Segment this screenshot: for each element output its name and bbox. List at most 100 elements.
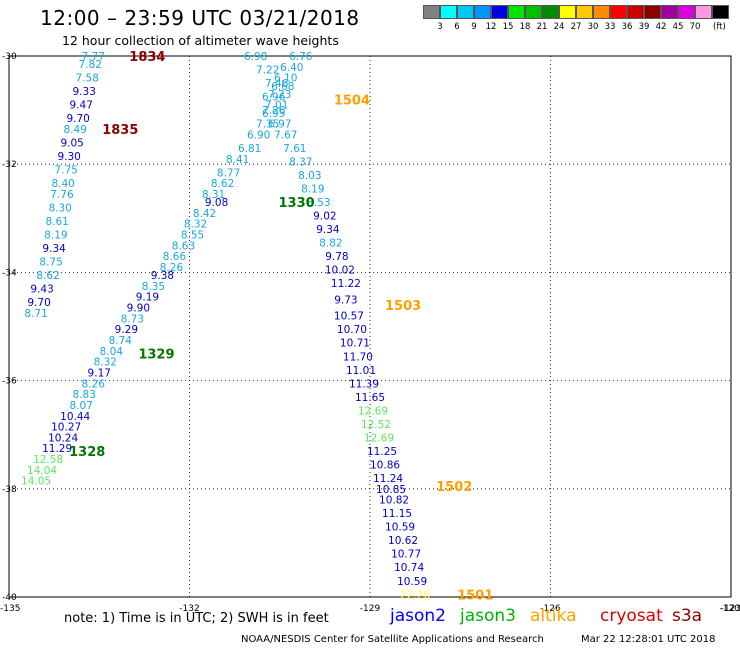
- wave-height-value: 11.22: [331, 278, 361, 290]
- wave-height-value: 8.40: [51, 178, 74, 190]
- lon-tick-label: -126: [540, 604, 561, 614]
- legend-label: 21: [536, 22, 548, 32]
- legend-swatch: [627, 5, 644, 19]
- wave-height-value: 8.53: [307, 197, 330, 209]
- wave-height-value: 11.70: [343, 351, 373, 363]
- legend-label: 12: [485, 22, 497, 32]
- wave-height-value: 8.32: [94, 357, 117, 369]
- wave-height-value: 10.02: [325, 265, 355, 277]
- lat-tick-label: -32: [2, 160, 17, 170]
- wave-height-value: 12.69: [364, 432, 394, 444]
- legend-swatch: [525, 5, 542, 19]
- wave-height-value: 8.62: [36, 270, 59, 282]
- legend-swatch: [542, 5, 559, 19]
- wave-height-value: 6.96: [262, 92, 286, 104]
- page-subtitle: 12 hour collection of altimeter wave hei…: [62, 33, 339, 48]
- wave-height-value: 8.63: [172, 240, 195, 252]
- wave-height-value: 7.26: [262, 105, 286, 117]
- wave-height-value: 7.82: [79, 59, 102, 71]
- lat-tick-label: -40: [2, 593, 17, 603]
- track-time-label: 1329: [138, 348, 174, 363]
- wave-height-value: 10.24: [48, 432, 78, 444]
- wave-height-value: 11.15: [382, 508, 412, 520]
- wave-height-value: 10.27: [51, 422, 81, 434]
- legend-swatch: [695, 5, 712, 19]
- legend-label: 3: [437, 22, 443, 32]
- legend-swatch: [712, 5, 729, 19]
- wave-height-value: 8.03: [298, 170, 321, 182]
- track-time-label: 1503: [385, 299, 421, 314]
- wave-height-value: 9.29: [115, 324, 138, 336]
- wave-height-value: 7.61: [283, 143, 306, 155]
- legend-unit: (ft): [713, 22, 726, 32]
- credit-line: NOAA/NESDIS Center for Satellite Applica…: [241, 634, 544, 645]
- wave-height-value: 9.90: [127, 303, 150, 315]
- wave-height-value: 6.95: [262, 108, 285, 120]
- satellite-name: jason2: [390, 606, 446, 626]
- wave-height-value: 9.38: [151, 270, 174, 282]
- wave-height-value: 10.62: [388, 535, 418, 547]
- legend-swatch: [508, 5, 525, 19]
- wave-height-value: 7.23: [268, 89, 291, 101]
- wave-height-value: 8.75: [39, 257, 62, 269]
- wave-height-value: 10.86: [370, 459, 400, 471]
- wave-height-value: 14.05: [21, 476, 51, 488]
- legend-swatch: [559, 5, 576, 19]
- legend-swatch: [678, 5, 695, 19]
- wave-height-value: 9.34: [42, 243, 66, 255]
- wave-height-value: 8.73: [121, 313, 144, 325]
- wave-height-value: 6.68: [271, 81, 294, 93]
- wave-height-value: 10.77: [391, 549, 421, 561]
- wave-height-value: 12.52: [361, 419, 391, 431]
- wave-height-value: 11.29: [42, 443, 72, 455]
- legend-label: 27: [570, 22, 582, 32]
- legend-swatch: [593, 5, 610, 19]
- legend-label: 18: [519, 22, 531, 32]
- legend-swatch: [491, 5, 508, 19]
- wave-height-value: 11.01: [346, 365, 376, 377]
- wave-height-value: 10.70: [337, 324, 367, 336]
- track-time-label: 1501: [457, 588, 493, 603]
- legend-swatch: [661, 5, 678, 19]
- wave-height-value: 7.22: [256, 65, 279, 77]
- wave-height-value: 8.49: [63, 124, 86, 136]
- wave-height-value: 7.75: [54, 165, 77, 177]
- wave-height-value: 11.65: [355, 392, 385, 404]
- wave-height-value: 10.44: [60, 411, 90, 423]
- legend-label: 24: [553, 22, 565, 32]
- lat-tick-label: -38: [2, 485, 17, 495]
- wave-height-value: 9.70: [27, 297, 50, 309]
- wave-height-value: 8.32: [184, 219, 207, 231]
- satellite-name: s3a: [672, 606, 703, 626]
- wave-height-value: 8.41: [226, 154, 249, 166]
- wave-height-value: 6.76: [289, 51, 313, 63]
- lat-tick-label: -30: [2, 52, 17, 62]
- wave-height-value: 7.35: [256, 119, 279, 131]
- wave-height-value: 8.55: [181, 230, 204, 242]
- legend-label: 6: [454, 22, 460, 32]
- wave-height-value: 8.19: [44, 230, 67, 242]
- wave-height-value: 6.97: [268, 119, 291, 131]
- legend-swatch: [610, 5, 627, 19]
- wave-height-value: 10.57: [334, 311, 364, 323]
- wave-height-value: 9.08: [205, 197, 228, 209]
- lon-tick-label: -132: [179, 604, 199, 614]
- lon-tick-label: -129: [360, 604, 381, 614]
- wave-height-value: 9.47: [70, 100, 93, 112]
- lat-tick-label: -36: [2, 377, 17, 387]
- wave-height-value: 8.74: [109, 335, 133, 347]
- wave-height-value: 6.81: [238, 143, 261, 155]
- wave-height-value: 7.58: [76, 73, 99, 85]
- legend-label: 36: [621, 22, 633, 32]
- wave-height-value: 8.31: [202, 189, 225, 201]
- legend-label: 45: [672, 22, 684, 32]
- satellite-name: cryosat: [600, 606, 663, 626]
- wave-height-value: 9.43: [30, 284, 53, 296]
- wave-height-value: 10.59: [385, 522, 415, 534]
- track-time-label: 1330: [279, 196, 315, 211]
- wave-height-value: 12.58: [33, 454, 63, 466]
- wave-height-value: 8.30: [48, 202, 71, 214]
- wave-height-value: 10.59: [397, 576, 427, 588]
- generated-timestamp: Mar 22 12:28:01 UTC 2018: [581, 634, 716, 645]
- wave-height-value: 8.19: [301, 184, 324, 196]
